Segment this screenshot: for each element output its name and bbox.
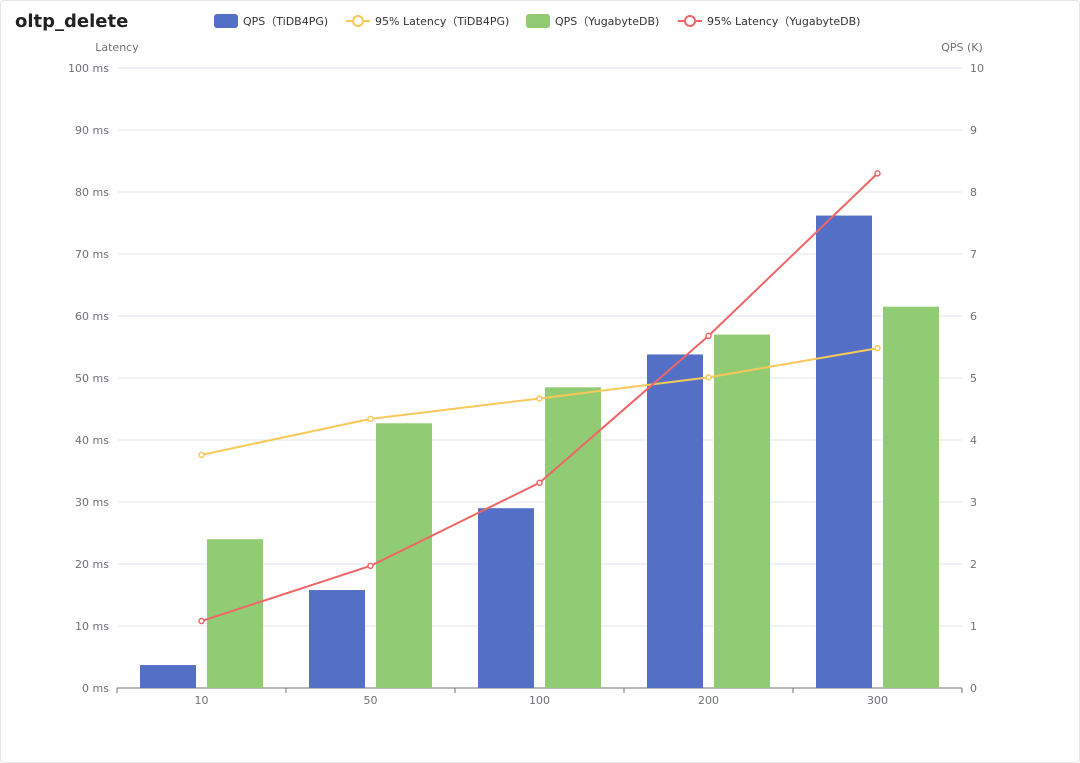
y-left-tick-label: 50 ms: [75, 372, 109, 385]
chart-title: oltp_delete: [15, 11, 129, 32]
x-tick-label: 300: [867, 694, 888, 707]
x-tick-label: 10: [195, 694, 209, 707]
line-point[interactable]: [874, 344, 881, 352]
y-right-tick-label: 2: [970, 558, 977, 571]
x-tick-label: 100: [529, 694, 550, 707]
bar[interactable]: [647, 354, 703, 688]
bar[interactable]: [478, 508, 534, 688]
bar[interactable]: [140, 665, 196, 688]
y-right-tick-label: 7: [970, 248, 977, 261]
legend-label: 95% Latency（YugabyteDB): [707, 15, 860, 28]
line-point[interactable]: [536, 479, 543, 487]
y-left-tick-label: 10 ms: [75, 620, 109, 633]
bar[interactable]: [376, 423, 432, 688]
line-series: [198, 170, 881, 625]
y-left-tick-label: 40 ms: [75, 434, 109, 447]
bar[interactable]: [309, 590, 365, 688]
y-left-tick-label: 30 ms: [75, 496, 109, 509]
legend-label: QPS（TiDB4PG): [243, 15, 328, 28]
legend-item[interactable]: QPS（YugabyteDB): [526, 14, 659, 28]
y-right-tick-label: 1: [970, 620, 977, 633]
line-point[interactable]: [874, 170, 881, 177]
legend-item[interactable]: 95% Latency（YugabyteDB): [678, 15, 860, 28]
y-right-tick-label: 6: [970, 310, 977, 323]
bar[interactable]: [883, 306, 939, 688]
line-point[interactable]: [198, 617, 205, 625]
y-left-tick-label: 0 ms: [82, 682, 109, 695]
y-left-tick-label: 70 ms: [75, 248, 109, 261]
bar[interactable]: [207, 539, 263, 688]
legend-item[interactable]: 95% Latency（TiDB4PG): [346, 15, 509, 28]
y-left-tick-label: 90 ms: [75, 124, 109, 137]
y-right-tick-label: 3: [970, 496, 977, 509]
legend-label: QPS（YugabyteDB): [555, 15, 659, 28]
line-point[interactable]: [705, 332, 712, 340]
y-right-tick-label: 10: [970, 62, 984, 75]
legend-swatch: [526, 14, 550, 28]
legend-item[interactable]: QPS（TiDB4PG): [214, 14, 328, 28]
y-left-tick-label: 60 ms: [75, 310, 109, 323]
legend-swatch: [684, 15, 696, 27]
y-right-tick-label: 5: [970, 372, 977, 385]
legend-swatch: [214, 14, 238, 28]
line-point[interactable]: [198, 451, 205, 459]
y-right-tick-label: 8: [970, 186, 977, 199]
x-tick-label: 200: [698, 694, 719, 707]
line-point[interactable]: [536, 395, 543, 402]
y-left-axis-label: Latency: [95, 41, 139, 54]
axes: 0 ms 0 10 ms 1 20 ms 2 30 ms 3 40 ms 4 50 ms 5 60 ms…: [68, 41, 984, 707]
bar[interactable]: [714, 334, 770, 688]
y-right-tick-label: 9: [970, 124, 977, 137]
bar[interactable]: [816, 215, 872, 688]
y-right-axis-label: QPS (K): [941, 41, 983, 54]
y-left-tick-label: 80 ms: [75, 186, 109, 199]
line-point[interactable]: [367, 562, 374, 570]
line-point[interactable]: [367, 415, 374, 423]
y-right-tick-label: 0: [970, 682, 977, 695]
bar-series: [140, 215, 939, 688]
y-left-tick-label: 20 ms: [75, 558, 109, 571]
legend-label: 95% Latency（TiDB4PG): [375, 15, 509, 28]
y-left-tick-label: 100 ms: [68, 62, 109, 75]
x-tick-label: 50: [364, 694, 378, 707]
line-point[interactable]: [705, 374, 712, 381]
legend[interactable]: QPS（TiDB4PG) 95% Latency（TiDB4PG) QPS（Yuga…: [214, 14, 860, 28]
bar[interactable]: [545, 387, 601, 688]
y-right-tick-label: 4: [970, 434, 977, 447]
legend-swatch: [352, 15, 364, 27]
